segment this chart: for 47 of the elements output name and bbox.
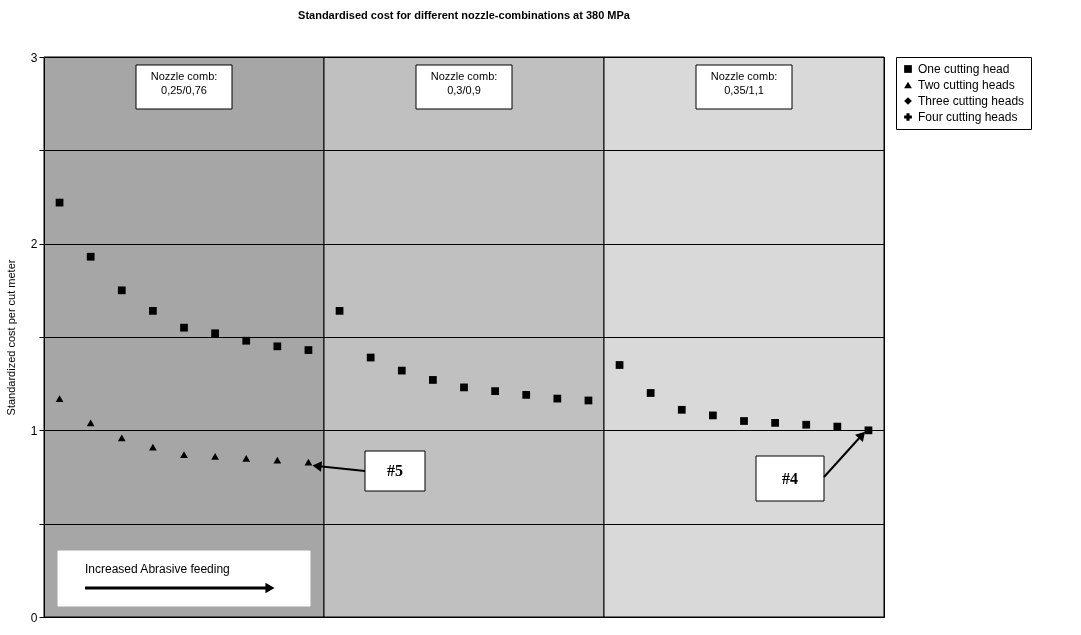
y-tick-label: 3 bbox=[30, 50, 38, 65]
point bbox=[397, 366, 406, 375]
point bbox=[335, 306, 344, 315]
legend-label: One cutting head bbox=[918, 62, 1010, 76]
point bbox=[86, 419, 95, 427]
point bbox=[833, 422, 842, 431]
annotation: Increased Abrasive feeding bbox=[85, 562, 230, 576]
point bbox=[491, 387, 499, 396]
point bbox=[460, 383, 468, 392]
annotation: Nozzle comb: 0,35/1,1 bbox=[710, 70, 778, 96]
annotation: #5 bbox=[387, 462, 403, 479]
point bbox=[86, 252, 95, 261]
point bbox=[522, 390, 531, 399]
point bbox=[242, 336, 251, 345]
point bbox=[211, 453, 219, 460]
point bbox=[771, 418, 779, 427]
point bbox=[709, 411, 717, 420]
point bbox=[273, 456, 282, 464]
point bbox=[304, 346, 313, 354]
point bbox=[180, 323, 188, 332]
point bbox=[646, 389, 655, 397]
point bbox=[211, 329, 219, 338]
legend-label: Three cutting heads bbox=[918, 94, 1025, 108]
chart-title: Standardised cost for different nozzle-combinations at 380 MPa bbox=[298, 9, 631, 21]
point bbox=[740, 417, 748, 425]
annotation: #4 bbox=[782, 469, 798, 487]
y-tick-label: 1 bbox=[30, 423, 38, 438]
point bbox=[677, 405, 686, 414]
point bbox=[429, 376, 437, 384]
point bbox=[366, 353, 375, 362]
point bbox=[149, 306, 157, 315]
point bbox=[273, 342, 282, 351]
annotation: Nozzle comb: 0,25/0,76 bbox=[150, 70, 218, 96]
y-axis-title: Standardized cost per cut meter bbox=[4, 259, 17, 416]
point bbox=[55, 395, 64, 402]
point bbox=[553, 394, 562, 403]
annotation: Nozzle comb: 0,3/0,9 bbox=[430, 70, 498, 96]
legend-label: Two cutting heads bbox=[918, 78, 1015, 92]
point bbox=[242, 454, 251, 462]
legend-label: Four cutting heads bbox=[918, 110, 1018, 124]
y-tick-label: 2 bbox=[30, 237, 38, 252]
y-tick-label: 0 bbox=[30, 610, 38, 625]
point bbox=[615, 361, 624, 369]
point bbox=[117, 434, 126, 442]
point bbox=[802, 420, 811, 429]
point bbox=[117, 286, 126, 295]
point bbox=[180, 451, 188, 458]
